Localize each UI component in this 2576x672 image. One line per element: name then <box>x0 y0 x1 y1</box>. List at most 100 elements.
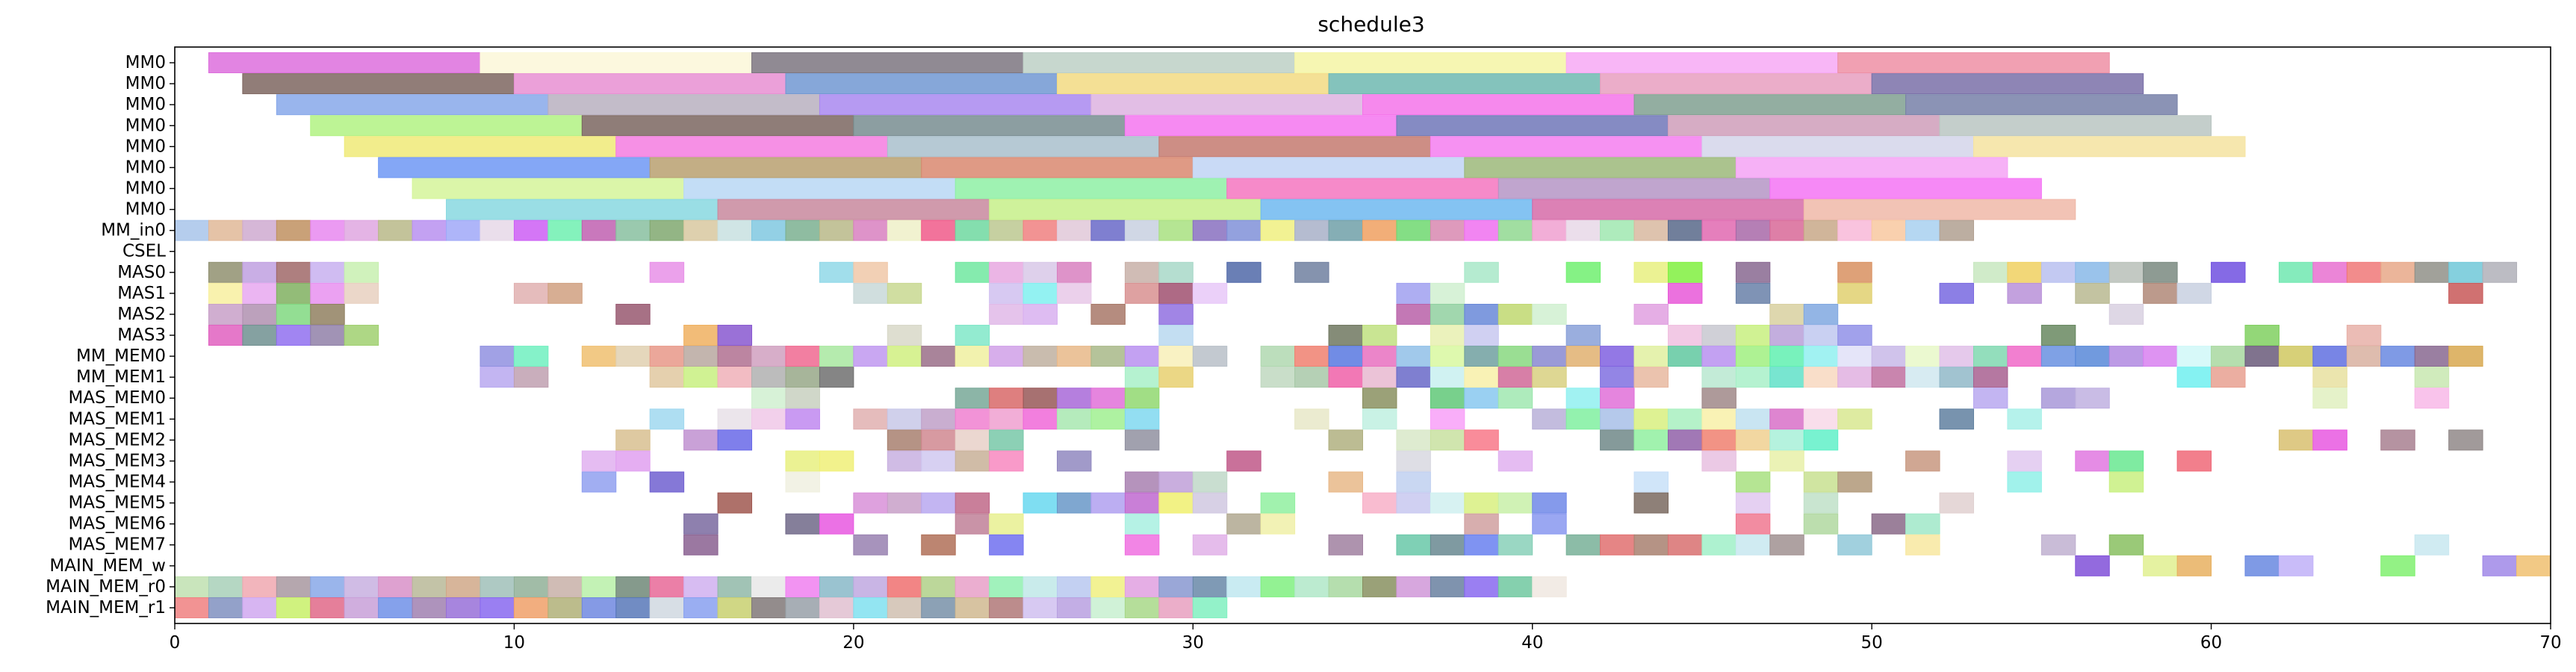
task-bar <box>2075 282 2110 304</box>
task-bar <box>1939 367 1974 388</box>
task-bar <box>887 282 922 304</box>
task-bar <box>1701 450 1737 472</box>
task-bar <box>1803 513 1839 535</box>
task-bar <box>513 346 549 367</box>
task-bar <box>1600 367 1635 388</box>
task-bar <box>1430 388 1465 409</box>
task-bar <box>751 346 786 367</box>
task-bar <box>649 408 685 430</box>
task-bar <box>785 513 820 535</box>
task-bar <box>1057 450 1092 472</box>
task-bar <box>2176 450 2212 472</box>
task-bar <box>1090 408 1126 430</box>
task-bar <box>717 576 753 597</box>
task-bar <box>412 178 685 199</box>
task-bar <box>2346 346 2382 367</box>
task-bar <box>2007 450 2042 472</box>
task-bar <box>1565 388 1601 409</box>
task-bar <box>2312 429 2347 451</box>
task-bar <box>2040 534 2076 556</box>
task-bar <box>174 576 209 597</box>
task-bar <box>1124 261 1160 283</box>
task-bar <box>581 115 854 137</box>
task-bar <box>344 220 379 241</box>
task-bar <box>1905 94 2178 116</box>
task-bar <box>1158 367 1194 388</box>
task-bar <box>1633 492 1669 514</box>
task-bar <box>1464 367 1499 388</box>
task-bar <box>208 597 243 618</box>
x-tick-label: 20 <box>842 633 864 653</box>
y-tick-label: MAIN_MEM_w <box>49 556 166 576</box>
task-bar <box>751 52 1024 74</box>
task-bar <box>683 597 719 618</box>
task-bar <box>1328 471 1363 493</box>
task-bar <box>2414 261 2450 283</box>
y-tick-label: MAS_MEM1 <box>68 409 166 429</box>
task-bar <box>649 220 685 241</box>
task-bar <box>378 220 413 241</box>
task-bar <box>1226 576 1261 597</box>
task-bar <box>1905 367 1940 388</box>
task-bar <box>1260 199 1533 220</box>
y-tick-label: MAS_MEM4 <box>68 473 166 492</box>
task-bar <box>1158 492 1194 514</box>
task-bar <box>887 408 922 430</box>
task-bar <box>955 429 990 451</box>
task-bar <box>1396 576 1431 597</box>
task-bar <box>1600 346 1635 367</box>
task-bar <box>717 325 753 346</box>
task-bar <box>785 367 820 388</box>
task-bar <box>2482 261 2518 283</box>
x-tick-label: 60 <box>2200 633 2222 653</box>
task-bar <box>2007 471 2042 493</box>
task-bar <box>344 136 617 158</box>
task-bar <box>819 597 854 618</box>
task-bar <box>819 367 854 388</box>
task-bar <box>1124 220 1160 241</box>
task-bar <box>1735 282 1771 304</box>
task-bar <box>2143 555 2178 576</box>
task-bar <box>174 597 209 618</box>
task-bar <box>1803 325 1839 346</box>
task-bar <box>2380 555 2415 576</box>
task-bar <box>955 178 1228 199</box>
task-bar <box>1430 136 1703 158</box>
task-bar <box>1701 346 1737 367</box>
task-bar <box>1871 73 2144 95</box>
task-bar <box>1973 136 2246 158</box>
task-bar <box>1464 325 1499 346</box>
task-bar <box>853 346 888 367</box>
task-bar <box>1532 513 1567 535</box>
task-bar <box>1667 346 1703 367</box>
task-bar <box>1158 261 1194 283</box>
task-bar <box>1532 408 1567 430</box>
task-bar <box>378 597 413 618</box>
task-bar <box>1667 325 1703 346</box>
task-bar <box>1192 534 1228 556</box>
y-axis-labels: MM0MM0MM0MM0MM0MM0MM0MM0MM_in0CSELMAS0MA… <box>46 53 175 617</box>
x-tick-label: 50 <box>1861 633 1883 653</box>
task-bar <box>1633 429 1669 451</box>
task-bar <box>1022 597 1058 618</box>
task-bar <box>1226 450 1261 472</box>
task-bar <box>242 282 277 304</box>
task-bar <box>2007 282 2042 304</box>
task-bar <box>2040 261 2076 283</box>
task-bar <box>1803 429 1839 451</box>
task-bar <box>955 220 990 241</box>
task-bar <box>1430 429 1465 451</box>
task-bar <box>887 325 922 346</box>
task-bar <box>2176 282 2212 304</box>
y-tick-label: MM0 <box>125 116 166 135</box>
task-bar <box>683 178 956 199</box>
task-bar <box>412 220 447 241</box>
task-bar <box>1226 261 1261 283</box>
y-tick-label: MAS_MEM5 <box>68 494 166 513</box>
task-bar <box>785 576 820 597</box>
task-bar <box>989 576 1024 597</box>
task-bar <box>2108 450 2144 472</box>
task-bar <box>819 450 854 472</box>
task-bar <box>1362 325 1397 346</box>
task-bar <box>615 136 888 158</box>
